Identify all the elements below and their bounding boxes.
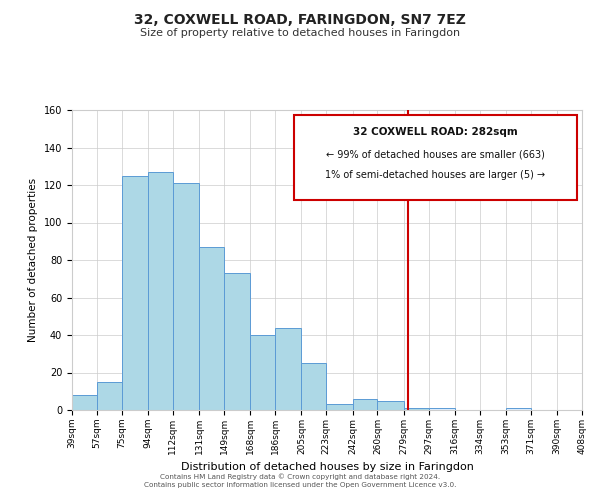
Text: 32, COXWELL ROAD, FARINGDON, SN7 7EZ: 32, COXWELL ROAD, FARINGDON, SN7 7EZ	[134, 12, 466, 26]
Text: Size of property relative to detached houses in Faringdon: Size of property relative to detached ho…	[140, 28, 460, 38]
Text: 32 COXWELL ROAD: 282sqm: 32 COXWELL ROAD: 282sqm	[353, 126, 518, 136]
Bar	[72, 395, 97, 410]
Bar	[404, 408, 428, 410]
Bar	[506, 408, 531, 410]
Bar	[122, 176, 148, 410]
Bar	[199, 247, 224, 410]
Bar	[428, 408, 455, 410]
Bar	[353, 399, 377, 410]
Bar	[275, 328, 301, 410]
X-axis label: Distribution of detached houses by size in Faringdon: Distribution of detached houses by size …	[181, 462, 473, 472]
Bar	[301, 363, 326, 410]
Bar	[224, 273, 250, 410]
Bar	[377, 400, 404, 410]
FancyBboxPatch shape	[294, 114, 577, 200]
Bar	[148, 172, 173, 410]
Y-axis label: Number of detached properties: Number of detached properties	[28, 178, 38, 342]
Bar	[326, 404, 353, 410]
Bar	[250, 335, 275, 410]
Bar	[173, 183, 199, 410]
Text: 1% of semi-detached houses are larger (5) →: 1% of semi-detached houses are larger (5…	[325, 170, 545, 180]
Text: ← 99% of detached houses are smaller (663): ← 99% of detached houses are smaller (66…	[326, 149, 545, 159]
Text: Contains HM Land Registry data © Crown copyright and database right 2024.
Contai: Contains HM Land Registry data © Crown c…	[144, 473, 456, 488]
Bar	[97, 382, 122, 410]
